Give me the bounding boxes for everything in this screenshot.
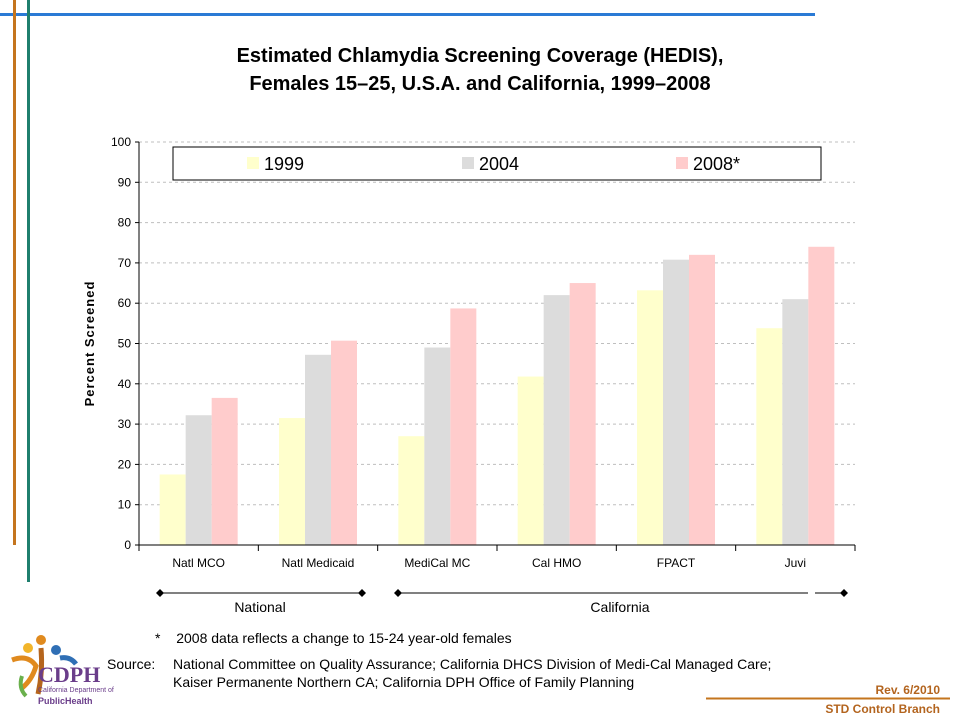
bar-1999-4: [637, 290, 663, 545]
cdph-logo-subtitle: California Department of: [38, 687, 114, 694]
bar-2008-5: [808, 246, 835, 545]
bar-1999-0: [159, 474, 186, 545]
bar-1999-1: [279, 418, 305, 545]
y-tick-label: 20: [118, 457, 132, 471]
x-tick-label: Natl MCO: [172, 556, 225, 570]
bar-2004-4: [663, 259, 689, 545]
chart-title-line-1: Estimated Chlamydia Screening Coverage (…: [236, 45, 724, 67]
bar-chart: 0 10 20 30 40 50 60 70 80 90 100 Natl MCO Natl Medic…: [82, 135, 856, 615]
bar-2004-2: [424, 347, 451, 545]
chart-title: Estimated Chlamydia Screening Coverage (…: [0, 42, 960, 98]
y-tick-label: 10: [118, 498, 132, 512]
legend-label: 2008*: [693, 154, 740, 174]
bar-2008-4: [689, 254, 715, 545]
group-bracket-diamond: [840, 589, 848, 597]
bar-2004-3: [543, 295, 570, 545]
x-tick-label: FPACT: [657, 556, 696, 570]
bars: [159, 246, 835, 545]
source-line-1: National Committee on Quality Assurance;…: [173, 656, 772, 672]
cdph-logo: CDPH California Department of PublicHeal…: [8, 632, 114, 712]
bar-2004-0: [185, 415, 212, 545]
group-bracket-diamond: [156, 589, 164, 597]
grid-lines: [139, 141, 855, 506]
x-tick-label: Juvi: [785, 556, 806, 570]
legend-swatch: [676, 157, 688, 169]
bar-1999-3: [517, 376, 544, 545]
legend-swatch: [462, 157, 474, 169]
footnote-marker: *: [155, 630, 161, 646]
legend-box: [172, 146, 822, 181]
y-axis-label: Percent Screened: [82, 281, 97, 407]
cdph-logo-bottom: PublicHealth: [38, 696, 93, 706]
y-tick-label: 30: [118, 417, 132, 431]
legend-label: 2004: [479, 154, 519, 174]
y-tick-label: 60: [118, 296, 132, 310]
bar-2008-3: [569, 283, 596, 545]
bar-2004-5: [782, 299, 809, 545]
x-tick-label: Cal HMO: [532, 556, 581, 570]
y-tick-label: 80: [118, 216, 132, 230]
group-brackets: National California: [156, 589, 848, 615]
revision-date: Rev. 6/2010: [875, 683, 941, 697]
group-bracket-diamond: [394, 589, 402, 597]
y-tick-label: 40: [118, 377, 132, 391]
bar-2008-0: [211, 397, 238, 545]
x-tick-label: Natl Medicaid: [282, 556, 355, 570]
branch-name: STD Control Branch: [825, 702, 940, 716]
legend: 1999 2004 2008*: [172, 146, 822, 181]
footnote-text: 2008 data reflects a change to 15-24 yea…: [176, 630, 512, 646]
group-label: California: [590, 599, 649, 615]
y-tick-label: 0: [124, 538, 131, 552]
bar-2008-2: [450, 308, 477, 545]
legend-swatch: [247, 157, 259, 169]
group-bracket-diamond: [358, 589, 366, 597]
bar-2008-1: [331, 340, 357, 545]
x-tick-label: MediCal MC: [404, 556, 470, 570]
bar-1999-2: [398, 436, 425, 545]
bar-1999-5: [756, 328, 783, 545]
cdph-logo-figure-icon: [11, 635, 78, 698]
bar-2004-1: [305, 354, 331, 545]
y-tick-label: 50: [118, 337, 132, 351]
y-tick-label: 70: [118, 256, 132, 270]
source-line-2: Kaiser Permanente Northern CA; Californi…: [173, 674, 635, 690]
footnote: * 2008 data reflects a change to 15-24 y…: [155, 629, 512, 647]
legend-label: 1999: [264, 154, 304, 174]
chart-title-line-2: Females 15–25, U.S.A. and California, 19…: [249, 73, 711, 95]
y-tick-label: 90: [118, 175, 132, 189]
source-label: Source:: [107, 656, 156, 672]
cdph-logo-text: CDPH: [38, 662, 101, 687]
axes: 0 10 20 30 40 50 60 70 80 90 100 Natl MCO Natl Medic…: [82, 135, 856, 570]
group-label: National: [234, 599, 285, 615]
y-tick-label: 100: [111, 135, 131, 149]
